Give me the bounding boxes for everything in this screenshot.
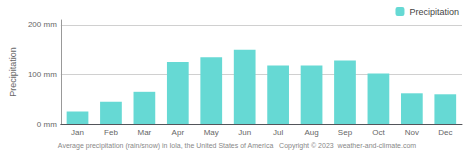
svg-text:Nov: Nov bbox=[405, 128, 419, 137]
svg-text:Average precipitation (rain/sn: Average precipitation (rain/snow) in Iol… bbox=[58, 142, 416, 150]
svg-text:0 mm: 0 mm bbox=[37, 120, 57, 129]
svg-text:Precipitation: Precipitation bbox=[409, 7, 459, 17]
svg-text:Sep: Sep bbox=[338, 128, 353, 137]
svg-text:Jul: Jul bbox=[273, 128, 283, 137]
svg-text:Jun: Jun bbox=[238, 128, 251, 137]
svg-text:Dec: Dec bbox=[438, 128, 452, 137]
svg-text:100 mm: 100 mm bbox=[28, 70, 57, 79]
svg-text:Mar: Mar bbox=[137, 128, 151, 137]
svg-text:Oct: Oct bbox=[372, 128, 385, 137]
svg-text:Apr: Apr bbox=[172, 128, 185, 137]
svg-text:Feb: Feb bbox=[104, 128, 118, 137]
svg-text:Jan: Jan bbox=[71, 128, 84, 137]
svg-text:Precipitation: Precipitation bbox=[8, 47, 18, 97]
svg-text:Aug: Aug bbox=[304, 128, 318, 137]
svg-text:200 mm: 200 mm bbox=[28, 20, 57, 29]
svg-text:May: May bbox=[204, 128, 219, 137]
